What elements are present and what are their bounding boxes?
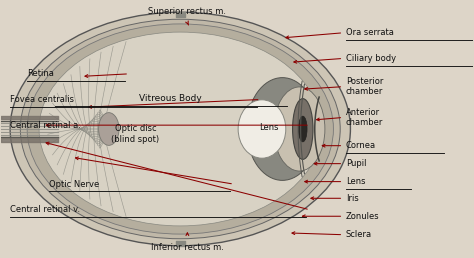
- Text: Inferior rectus m.: Inferior rectus m.: [151, 243, 224, 252]
- Text: Ciliary body: Ciliary body: [346, 54, 396, 63]
- Ellipse shape: [274, 87, 325, 171]
- Text: Cornea: Cornea: [346, 141, 376, 150]
- Text: Retina: Retina: [27, 69, 54, 78]
- Text: Pupil: Pupil: [346, 159, 366, 168]
- Text: Sclera: Sclera: [346, 230, 372, 239]
- Text: Ora serrata: Ora serrata: [346, 28, 393, 37]
- Ellipse shape: [10, 12, 350, 246]
- Text: Vitreous Body: Vitreous Body: [139, 94, 202, 103]
- Text: Lens: Lens: [346, 177, 365, 186]
- Text: Lens: Lens: [259, 123, 279, 132]
- Text: Central retinal a.: Central retinal a.: [10, 121, 81, 130]
- Text: Superior rectus m.: Superior rectus m.: [148, 7, 227, 16]
- Ellipse shape: [39, 32, 321, 226]
- Text: Central retinal v.: Central retinal v.: [10, 205, 80, 214]
- Ellipse shape: [99, 113, 119, 145]
- Ellipse shape: [292, 99, 313, 159]
- Text: Optic Nerve: Optic Nerve: [49, 180, 100, 189]
- Ellipse shape: [246, 78, 318, 180]
- Text: Fovea centralis: Fovea centralis: [10, 95, 74, 104]
- Ellipse shape: [238, 100, 286, 158]
- Ellipse shape: [20, 19, 340, 239]
- Text: Optic disc
(blind spot): Optic disc (blind spot): [111, 124, 159, 144]
- Text: Posterior
chamber: Posterior chamber: [346, 77, 383, 96]
- Text: Iris: Iris: [346, 194, 358, 203]
- Text: Anterior
chamber: Anterior chamber: [346, 108, 383, 127]
- Ellipse shape: [299, 116, 307, 142]
- Ellipse shape: [27, 24, 333, 234]
- Text: Zonules: Zonules: [346, 212, 379, 221]
